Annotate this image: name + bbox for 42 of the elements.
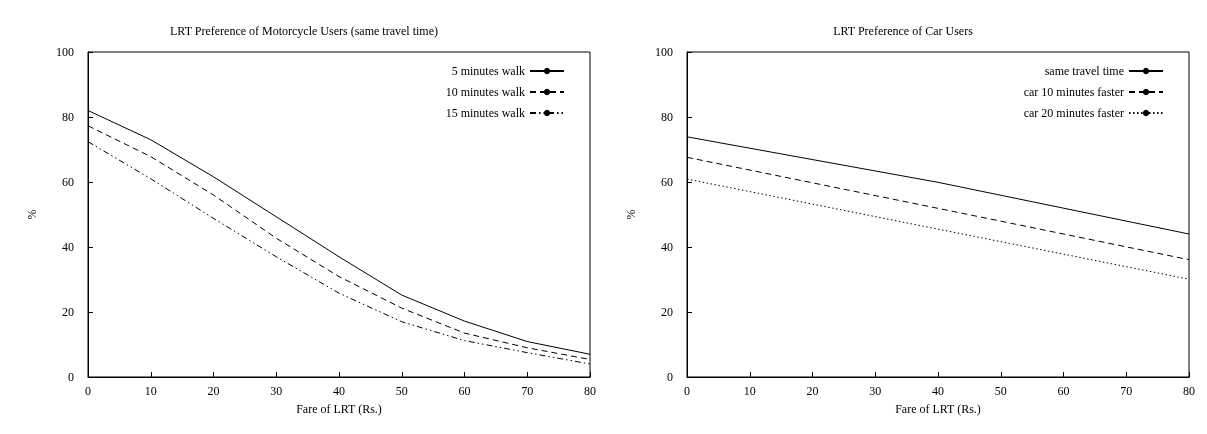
x-tick-label: 0 xyxy=(684,384,690,398)
x-tick-label: 70 xyxy=(1120,384,1133,398)
y-tick-label: 60 xyxy=(62,175,74,189)
y-tick-label: 40 xyxy=(661,240,673,254)
x-tick-label: 50 xyxy=(395,384,408,398)
x-tick-label: 50 xyxy=(994,384,1007,398)
y-tick-label: 40 xyxy=(62,240,74,254)
legend-label: same travel time xyxy=(1044,64,1124,78)
y-tick-label: 0 xyxy=(667,370,673,384)
x-tick-label: 40 xyxy=(333,384,345,398)
x-tick-label: 60 xyxy=(1057,384,1070,398)
y-tick-label: 20 xyxy=(661,305,673,319)
x-tick-label: 80 xyxy=(584,384,596,398)
chart-title: LRT Preference of Car Users xyxy=(833,24,974,38)
legend-label: 10 minutes walk xyxy=(445,85,525,99)
x-tick-label: 70 xyxy=(521,384,534,398)
x-tick-label: 80 xyxy=(1183,384,1195,398)
y-tick-label: 100 xyxy=(56,45,74,59)
x-tick-label: 40 xyxy=(932,384,944,398)
chart-title: LRT Preference of Motorcycle Users (same travel time) xyxy=(170,24,438,38)
y-axis-title: % xyxy=(25,209,39,220)
y-tick-label: 100 xyxy=(655,45,673,59)
y-axis-title: % xyxy=(624,209,638,220)
legend-label: car 20 minutes faster xyxy=(1023,106,1124,120)
y-tick-label: 60 xyxy=(661,175,673,189)
x-tick-label: 30 xyxy=(270,384,283,398)
legend-label: car 10 minutes faster xyxy=(1023,85,1124,99)
legend-label: 15 minutes walk xyxy=(445,106,525,120)
x-axis-title: Fare of LRT (Rs.) xyxy=(296,402,382,416)
y-tick-label: 80 xyxy=(661,110,673,124)
y-tick-label: 80 xyxy=(62,110,74,124)
x-tick-label: 10 xyxy=(144,384,157,398)
x-tick-label: 10 xyxy=(743,384,756,398)
y-tick-label: 20 xyxy=(62,305,74,319)
x-tick-label: 30 xyxy=(869,384,882,398)
x-axis-title: Fare of LRT (Rs.) xyxy=(895,402,981,416)
x-tick-label: 0 xyxy=(85,384,91,398)
y-tick-label: 0 xyxy=(68,370,74,384)
x-tick-label: 20 xyxy=(207,384,220,398)
x-tick-label: 20 xyxy=(806,384,819,398)
x-tick-label: 60 xyxy=(458,384,471,398)
legend-label: 5 minutes walk xyxy=(451,64,525,78)
